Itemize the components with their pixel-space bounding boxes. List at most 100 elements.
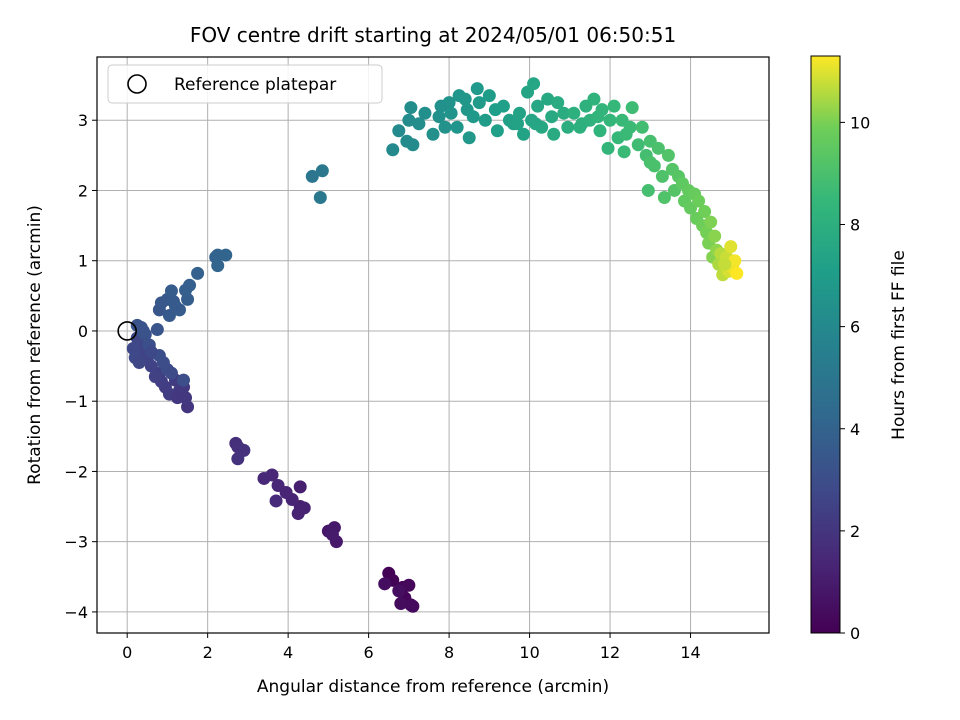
x-tick-label: 10	[519, 643, 539, 662]
colorbar-tick-label: 10	[850, 113, 870, 132]
data-point	[591, 110, 605, 124]
data-point	[728, 254, 742, 268]
data-point	[404, 101, 418, 115]
data-point	[406, 599, 420, 613]
data-point	[438, 120, 452, 134]
data-point	[575, 117, 589, 131]
data-point	[567, 106, 581, 120]
legend: Reference platepar	[107, 64, 383, 104]
data-point	[511, 117, 525, 131]
data-point	[386, 143, 400, 157]
y-tick-label: 2	[78, 181, 88, 200]
plot-frame	[96, 56, 770, 634]
data-point	[496, 99, 510, 113]
x-tick-label: 0	[122, 643, 132, 662]
y-tick-label: −1	[64, 392, 88, 411]
data-point	[561, 120, 575, 134]
data-point	[517, 127, 531, 141]
data-point	[144, 345, 158, 359]
x-axis-label: Angular distance from reference (arcmin)	[257, 677, 609, 697]
data-point	[313, 190, 327, 204]
data-point	[291, 507, 305, 521]
data-point	[394, 596, 408, 610]
data-point	[168, 299, 182, 313]
colorbar-tick-label: 4	[850, 420, 860, 439]
data-point	[392, 584, 406, 598]
data-point	[593, 124, 607, 138]
data-point	[513, 106, 527, 120]
y-axis-ticks: −4 −3 −2 −1 0 1 2 3	[64, 111, 97, 622]
colorbar-tick-label: 0	[850, 624, 860, 643]
data-point	[148, 370, 162, 384]
data-point	[183, 278, 197, 292]
data-point	[545, 110, 559, 124]
data-point	[325, 528, 339, 542]
y-tick-label: 1	[78, 252, 88, 271]
colorbar-tick-label: 2	[850, 522, 860, 541]
data-point	[177, 373, 191, 387]
data-point	[708, 229, 722, 243]
data-point	[434, 99, 448, 113]
scatter-points	[126, 77, 744, 613]
x-tick-label: 4	[283, 643, 293, 662]
x-tick-label: 8	[444, 643, 454, 662]
data-point	[162, 308, 176, 322]
data-point	[444, 106, 458, 120]
data-point	[541, 92, 555, 106]
data-point	[482, 89, 496, 103]
data-point	[257, 471, 271, 485]
data-point	[269, 494, 283, 508]
x-tick-label: 14	[680, 643, 700, 662]
legend-box	[107, 64, 383, 104]
data-point	[603, 113, 617, 127]
data-point	[641, 183, 655, 197]
data-point	[472, 96, 486, 110]
data-point	[724, 240, 738, 254]
data-point	[191, 266, 205, 280]
data-point	[305, 169, 319, 183]
y-tick-label: −4	[64, 603, 88, 622]
data-point	[170, 391, 184, 405]
data-point	[219, 248, 233, 262]
data-point	[402, 578, 416, 592]
data-point	[661, 148, 675, 162]
data-point	[698, 205, 712, 219]
x-tick-label: 6	[364, 643, 374, 662]
data-point	[478, 113, 492, 127]
data-point	[315, 164, 329, 178]
data-point	[470, 82, 484, 96]
x-tick-label: 12	[600, 643, 620, 662]
colorbar-ticks: 0 2 4 6 8 10	[840, 113, 870, 643]
data-point	[547, 127, 561, 141]
chart-title: FOV centre drift starting at 2024/05/01 …	[190, 23, 676, 47]
legend-marker	[127, 74, 147, 94]
x-axis-ticks: 0 2 4 6 8 10 12 14	[122, 633, 701, 662]
data-point	[412, 117, 426, 131]
data-point	[625, 101, 639, 115]
data-point	[655, 169, 669, 183]
data-point	[587, 92, 601, 106]
reference-platepar-marker	[117, 321, 137, 341]
data-point	[132, 356, 146, 370]
data-point	[619, 127, 633, 141]
legend-label: Reference platepar	[174, 75, 336, 95]
y-tick-label: 0	[78, 322, 88, 341]
data-point	[704, 215, 718, 229]
data-point	[462, 131, 476, 145]
y-tick-label: 3	[78, 111, 88, 130]
data-point	[643, 155, 657, 169]
data-point	[402, 113, 416, 127]
data-point	[426, 127, 440, 141]
data-point	[211, 259, 225, 273]
data-point	[692, 194, 706, 208]
y-axis-label: Rotation from reference (arcmin)	[25, 205, 45, 485]
colorbar-tick-label: 8	[850, 216, 860, 235]
data-point	[406, 138, 420, 152]
data-point	[378, 577, 392, 591]
data-point	[617, 145, 631, 159]
data-point	[557, 106, 571, 120]
data-point	[432, 110, 446, 124]
data-point	[635, 120, 649, 134]
x-tick-label: 2	[203, 643, 213, 662]
